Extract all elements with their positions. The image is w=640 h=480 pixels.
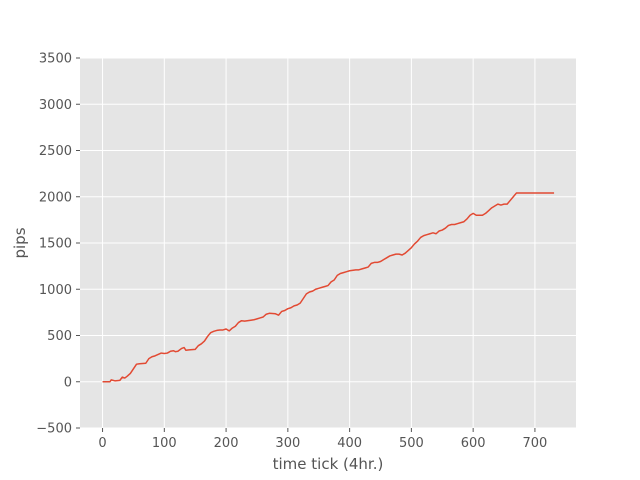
y-tick-label: 3000 xyxy=(39,98,72,113)
x-axis-label: time tick (4hr.) xyxy=(273,455,384,473)
gridlines xyxy=(80,57,576,429)
y-tick-label: 2000 xyxy=(39,190,72,205)
x-tick-labels: 0 100 200 300 400 500 600 700 xyxy=(98,436,547,451)
y-axis-label: pips xyxy=(11,227,29,258)
y-tick-label: 0 xyxy=(64,375,72,390)
y-tick-label: 3500 xyxy=(39,52,72,67)
x-tick-label: 200 xyxy=(214,436,239,451)
y-tick-label: 500 xyxy=(47,329,72,344)
x-tick-label: 400 xyxy=(337,436,362,451)
series-line xyxy=(102,192,555,383)
y-tick-label: 1000 xyxy=(39,283,72,298)
y-tick-label: −500 xyxy=(36,422,72,437)
x-tick-label: 100 xyxy=(152,436,177,451)
x-tick-label: 700 xyxy=(523,436,548,451)
x-tick-label: 600 xyxy=(461,436,486,451)
y-tick-labels: −500 0 500 1000 1500 2000 2500 3000 3500 xyxy=(36,52,72,437)
y-tick-label: 1500 xyxy=(39,237,72,252)
x-tick-label: 300 xyxy=(275,436,300,451)
x-tick-label: 500 xyxy=(399,436,424,451)
tick-marks xyxy=(76,57,536,432)
y-tick-label: 2500 xyxy=(39,144,72,159)
x-tick-label: 0 xyxy=(98,436,106,451)
